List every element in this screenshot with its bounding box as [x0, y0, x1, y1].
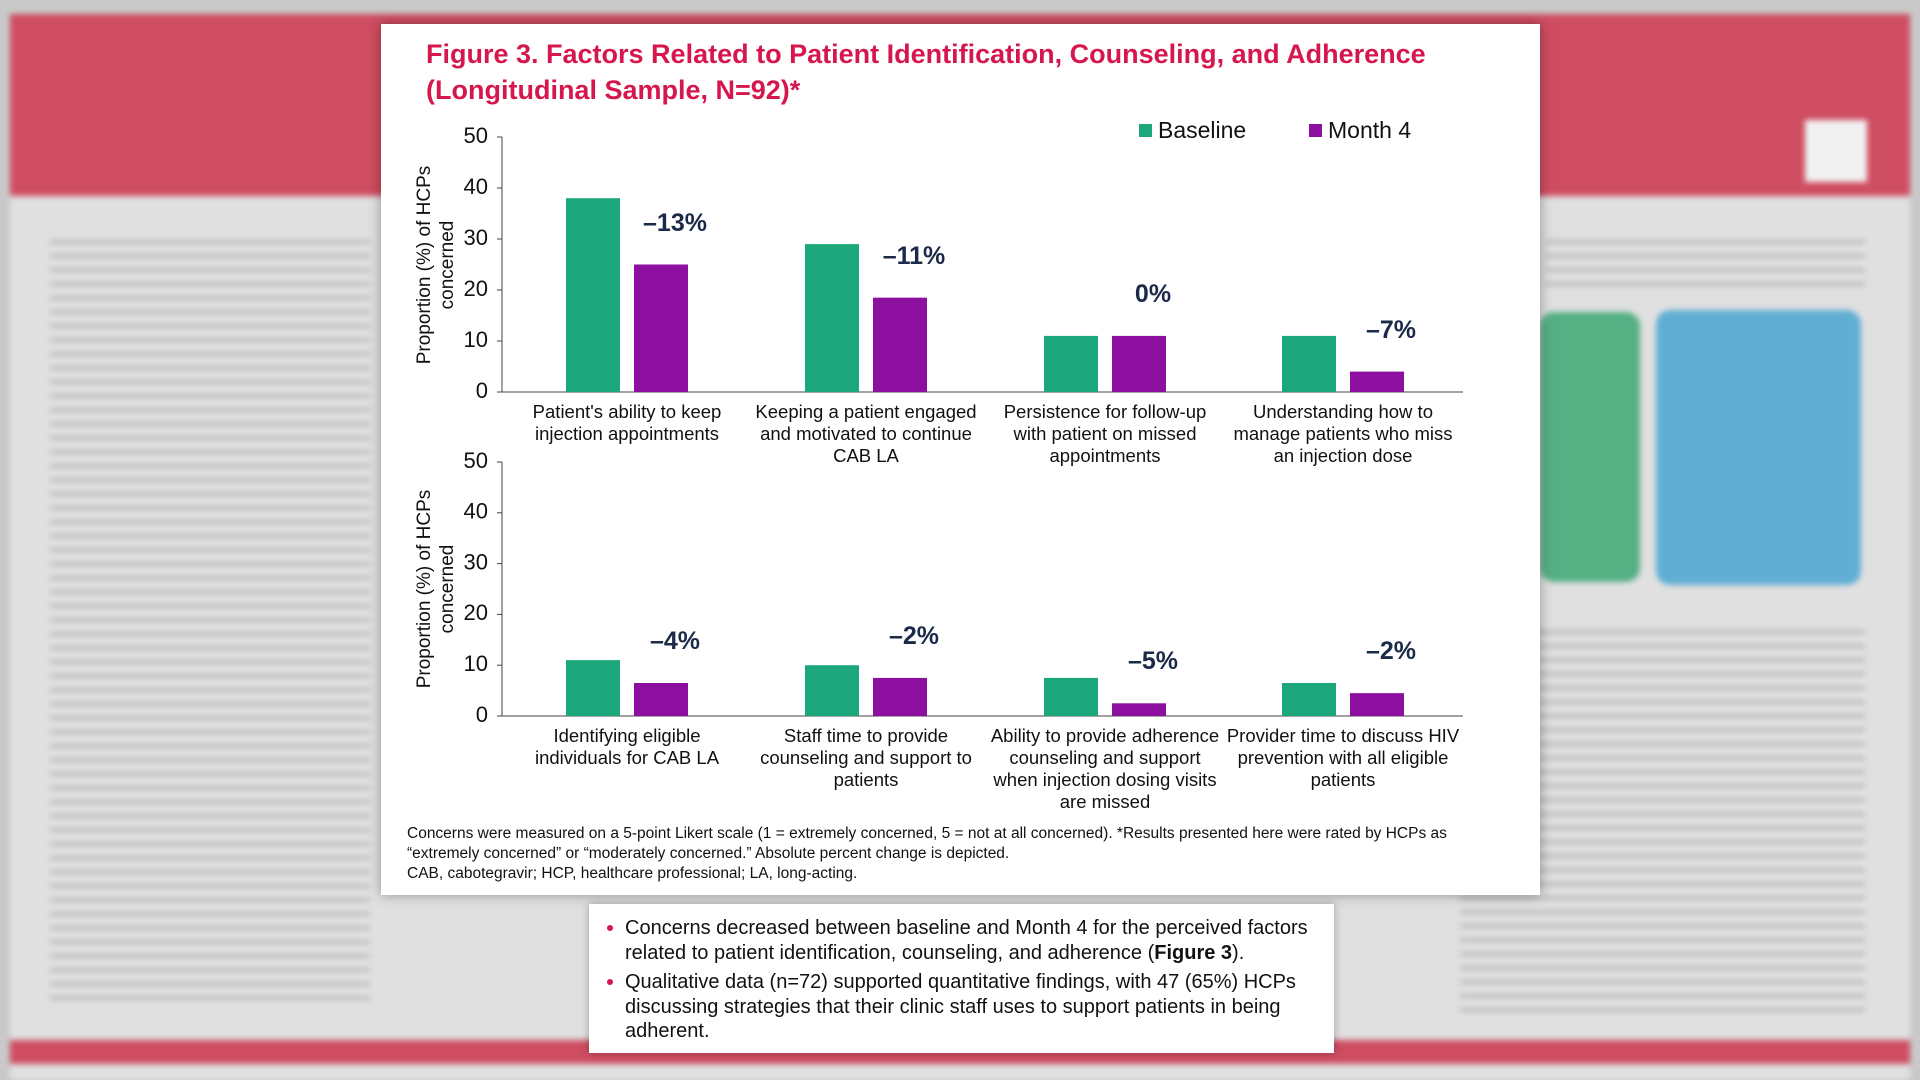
y-tick-label: 40	[464, 174, 488, 199]
text: ).	[1232, 941, 1245, 964]
summary-list: Concerns decreased between baseline and …	[607, 916, 1316, 1044]
bar	[566, 198, 620, 392]
text: Qualitative data (n=72) supported quanti…	[625, 971, 1296, 1042]
summary-bullet: Qualitative data (n=72) supported quanti…	[607, 970, 1316, 1044]
chart: 0 10 20 30 40 50 0 10 20 30 40 50	[464, 123, 1463, 727]
change-label: 0%	[1134, 279, 1172, 308]
text: Concerns decreased between baseline and …	[625, 917, 1308, 964]
footnote: Concerns were measured on a 5-point Like…	[407, 824, 1507, 884]
footnote-text: CAB, cabotegravir; HCP, healthcare profe…	[407, 865, 858, 882]
change-label: –13%	[643, 208, 707, 237]
legend-item: Baseline	[1139, 117, 1246, 144]
change-label: –2%	[1365, 637, 1417, 666]
y-tick-label: 40	[464, 499, 488, 524]
y-tick-label: 0	[476, 702, 488, 727]
bar	[1350, 371, 1404, 392]
bar	[634, 682, 688, 716]
change-label: –4%	[649, 626, 701, 655]
legend-item: Month 4	[1309, 117, 1411, 144]
y-tick-label: 30	[464, 225, 488, 250]
bar	[805, 244, 859, 392]
change-label: –11%	[882, 241, 946, 270]
y-axis-label: Proportion (%) of HCPs concerned	[414, 489, 458, 689]
bar	[1282, 335, 1336, 392]
summary-bullet: Concerns decreased between baseline and …	[607, 916, 1316, 965]
bar	[873, 677, 927, 716]
x-tick-label: Ability to provide adherence counseling …	[990, 725, 1220, 812]
figure-panel: Figure 3. Factors Related to Patient Ide…	[381, 24, 1540, 895]
y-tick-label: 10	[464, 327, 488, 352]
legend-label: Month 4	[1328, 117, 1412, 143]
y-tick-label: 0	[476, 378, 488, 403]
poster-text-right-top	[1545, 230, 1865, 290]
change-label: –5%	[1127, 647, 1179, 676]
bar	[805, 665, 859, 716]
x-tick-label: Understanding how to manage patients who…	[1233, 401, 1453, 466]
change-label: –7%	[1365, 315, 1417, 344]
x-tick-label: Keeping a patient engaged and motivated …	[755, 401, 977, 466]
legend-label: Baseline	[1158, 117, 1247, 143]
poster-text-left	[50, 230, 370, 1010]
bar	[634, 264, 688, 392]
legend-swatch	[1139, 124, 1152, 137]
x-tick-label: Patient's ability to keep injection appo…	[532, 401, 722, 444]
x-tick-label: Staff time to provide counseling and sup…	[760, 725, 972, 790]
bar	[1282, 682, 1336, 716]
legend-swatch	[1309, 124, 1322, 137]
poster-qr	[1805, 120, 1867, 182]
x-tick-label: Identifying eligible individuals for CAB…	[534, 725, 720, 768]
y-tick-label: 50	[464, 123, 488, 148]
footnote-text: Concerns were measured on a 5-point Like…	[407, 825, 1447, 862]
bold-text: Figure 3	[1154, 941, 1233, 964]
poster-green-box	[1540, 312, 1640, 582]
y-tick-label: 30	[464, 549, 488, 574]
y-tick-label: 20	[464, 276, 488, 301]
bar	[1044, 677, 1098, 716]
figure-title: Figure 3. Factors Related to Patient Ide…	[426, 39, 1426, 105]
bar	[1112, 335, 1166, 392]
change-label: –2%	[888, 621, 940, 650]
y-tick-label: 10	[464, 651, 488, 676]
bar	[873, 297, 927, 392]
y-tick-label: 20	[464, 600, 488, 625]
poster-blue-box	[1656, 310, 1861, 585]
bar	[1044, 335, 1098, 392]
x-tick-label: Provider time to discuss HIV prevention …	[1226, 725, 1460, 790]
x-tick-label: Persistence for follow-up with patient o…	[1003, 401, 1207, 466]
bar	[1350, 693, 1404, 716]
summary-box: Concerns decreased between baseline and …	[589, 904, 1334, 1053]
y-axis-label: Proportion (%) of HCPs concerned	[414, 165, 458, 364]
y-tick-label: 50	[464, 448, 488, 473]
bar	[1112, 703, 1166, 716]
bar	[566, 660, 620, 716]
